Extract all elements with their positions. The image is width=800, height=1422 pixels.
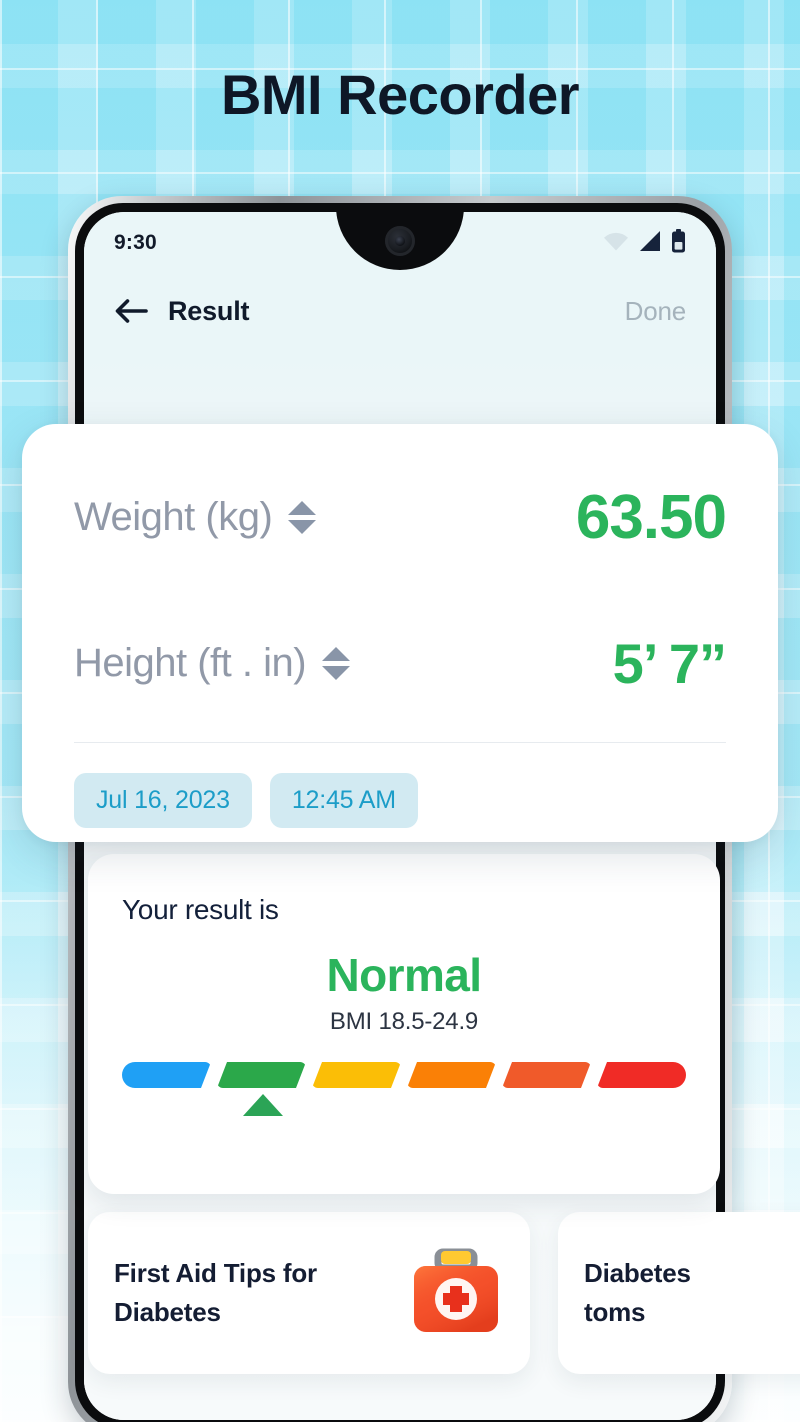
height-row[interactable]: Height (ft . in) 5’ 7”: [74, 631, 727, 696]
battery-icon: [671, 228, 686, 258]
weight-value: 63.50: [575, 483, 727, 552]
result-status: Normal: [326, 949, 482, 1001]
status-bar: 9:30: [84, 212, 716, 274]
height-label: Height (ft . in): [74, 641, 307, 685]
datetime-chips: Jul 16, 2023 12:45 AM: [74, 773, 726, 828]
app-bar: Result Done: [84, 274, 716, 348]
time-chip[interactable]: 12:45 AM: [269, 773, 418, 828]
height-value: 5’ 7”: [612, 632, 727, 695]
card-divider: [74, 742, 726, 743]
bmi-segment-underweight: [122, 1062, 211, 1088]
bmi-pointer-icon: [243, 1094, 283, 1116]
done-button[interactable]: Done: [624, 295, 687, 326]
tips-row: First Aid Tips for Diabetes: [88, 1212, 800, 1374]
cellular-signal-icon: [638, 230, 662, 257]
result-card: Your result is Normal BMI 18.5-24.9: [88, 854, 720, 1194]
date-chip[interactable]: Jul 16, 2023: [74, 773, 252, 828]
bmi-segment-overweight: [312, 1062, 401, 1088]
up-arrow-icon[interactable]: [288, 501, 317, 515]
bmi-pointer-row: [122, 1094, 686, 1122]
bmi-segment-normal: [217, 1062, 306, 1088]
bmi-segment-obese-2: [502, 1062, 591, 1088]
status-icons: [603, 228, 686, 258]
status-time: 9:30: [114, 231, 157, 254]
up-arrow-icon[interactable]: [322, 647, 351, 661]
down-arrow-icon[interactable]: [288, 520, 317, 534]
page-title: BMI Recorder: [220, 63, 580, 126]
wifi-icon: [603, 231, 629, 256]
weight-row[interactable]: Weight (kg) 63.50: [74, 482, 727, 553]
weight-label: Weight (kg): [74, 495, 273, 539]
back-arrow-icon[interactable]: [114, 294, 152, 328]
weight-stepper-icon[interactable]: [288, 501, 317, 534]
weight-label-group: Weight (kg): [74, 495, 317, 540]
bmi-segment-obese-1: [407, 1062, 496, 1088]
height-label-group: Height (ft . in): [74, 641, 351, 686]
result-lead-text: Your result is: [122, 894, 279, 925]
metrics-card: Weight (kg) 63.50 Height (ft . in) 5’ 7”…: [22, 424, 778, 842]
result-range: BMI 18.5-24.9: [329, 1008, 479, 1035]
bmi-scale-bar: [122, 1062, 686, 1088]
tip-card-first-aid[interactable]: First Aid Tips for Diabetes: [88, 1212, 530, 1374]
tip-title: First Aid Tips for Diabetes: [114, 1258, 317, 1327]
tip-card-diabetes-symptoms[interactable]: Diabetes toms: [558, 1212, 800, 1374]
bmi-segment-obese-3: [597, 1062, 686, 1088]
height-stepper-icon[interactable]: [322, 647, 351, 680]
app-bar-title: Result: [168, 295, 250, 326]
tip-title: Diabetes toms: [584, 1258, 691, 1327]
first-aid-kit-icon: [408, 1248, 504, 1338]
down-arrow-icon[interactable]: [322, 666, 351, 680]
